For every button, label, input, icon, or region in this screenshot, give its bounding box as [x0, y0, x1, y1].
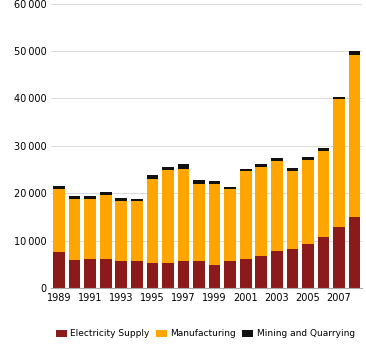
Bar: [178, 168, 189, 261]
Bar: [302, 157, 314, 161]
Bar: [178, 261, 189, 288]
Bar: [53, 252, 65, 288]
Bar: [240, 168, 251, 171]
Bar: [146, 179, 158, 263]
Bar: [255, 256, 267, 288]
Legend: Electricity Supply, Manufacturing, Mining and Quarrying: Electricity Supply, Manufacturing, Minin…: [56, 329, 355, 338]
Bar: [271, 251, 283, 288]
Bar: [209, 265, 220, 288]
Bar: [131, 261, 143, 288]
Bar: [302, 161, 314, 244]
Bar: [53, 186, 65, 189]
Bar: [287, 249, 298, 288]
Bar: [84, 199, 96, 259]
Bar: [271, 158, 283, 161]
Bar: [287, 168, 298, 171]
Bar: [131, 201, 143, 261]
Bar: [333, 227, 345, 288]
Bar: [84, 195, 96, 199]
Bar: [100, 195, 112, 258]
Bar: [349, 51, 361, 55]
Bar: [178, 164, 189, 168]
Bar: [349, 217, 361, 288]
Bar: [318, 148, 329, 150]
Bar: [240, 259, 251, 288]
Bar: [318, 150, 329, 237]
Bar: [162, 170, 174, 264]
Bar: [115, 198, 127, 201]
Bar: [209, 181, 220, 184]
Bar: [146, 263, 158, 288]
Bar: [318, 237, 329, 288]
Bar: [224, 186, 236, 189]
Bar: [224, 189, 236, 261]
Bar: [193, 184, 205, 261]
Bar: [333, 96, 345, 99]
Bar: [162, 167, 174, 170]
Bar: [162, 264, 174, 288]
Bar: [131, 199, 143, 201]
Bar: [271, 161, 283, 251]
Bar: [255, 167, 267, 256]
Bar: [255, 164, 267, 167]
Bar: [224, 261, 236, 288]
Bar: [53, 189, 65, 252]
Bar: [349, 55, 361, 217]
Bar: [69, 199, 81, 260]
Bar: [69, 260, 81, 288]
Bar: [100, 258, 112, 288]
Bar: [193, 180, 205, 184]
Bar: [333, 99, 345, 227]
Bar: [115, 261, 127, 288]
Bar: [69, 196, 81, 199]
Bar: [100, 192, 112, 195]
Bar: [193, 261, 205, 288]
Bar: [146, 175, 158, 179]
Bar: [209, 184, 220, 265]
Bar: [302, 244, 314, 288]
Bar: [287, 171, 298, 249]
Bar: [84, 259, 96, 288]
Bar: [240, 171, 251, 259]
Bar: [115, 201, 127, 261]
